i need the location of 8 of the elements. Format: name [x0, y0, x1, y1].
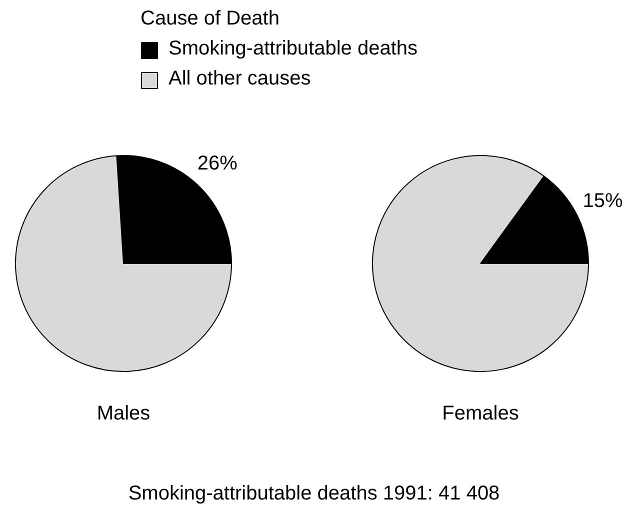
- legend-label: Smoking-attributable deaths: [168, 38, 418, 60]
- data-label: 15%: [582, 190, 623, 212]
- text: Males: [96, 402, 150, 424]
- data-label: 26%: [197, 152, 238, 175]
- legend-label: All other causes: [168, 68, 311, 90]
- text: Smoking-attributable deaths 1991: 41 408: [128, 482, 500, 504]
- text: Females: [442, 402, 519, 424]
- legend-title: Cause of Death: [140, 8, 280, 30]
